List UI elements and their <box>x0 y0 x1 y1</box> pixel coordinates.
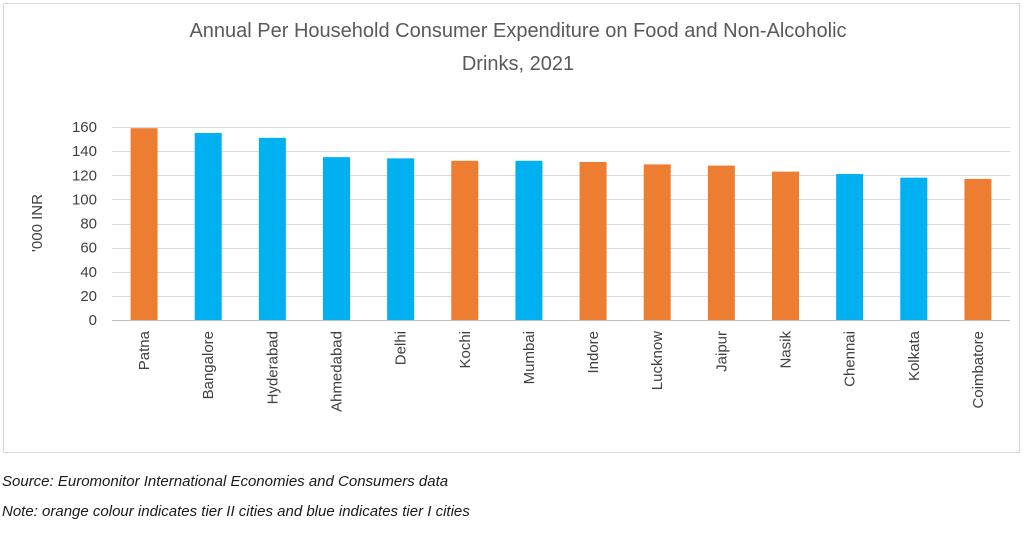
source-footnote: Source: Euromonitor International Econom… <box>2 473 449 490</box>
y-tick-label: 140 <box>72 143 97 160</box>
chart-title-line-1: Annual Per Household Consumer Expenditur… <box>189 20 846 42</box>
x-category-label: Delhi <box>393 331 410 365</box>
x-category-label: Indore <box>585 331 602 374</box>
x-category-label: Hyderabad <box>264 331 281 404</box>
bar-nasik <box>772 171 799 320</box>
x-axis-categories: Patna Bangalore Hyderabad Ahmedabad Delhi Koc… <box>136 330 987 412</box>
y-tick-label: 60 <box>80 240 97 257</box>
x-category-label: Nasik <box>778 331 795 369</box>
y-tick-label: 120 <box>72 167 97 184</box>
x-category-label: Chennai <box>842 331 859 387</box>
chart-title-line-2: Drinks, 2021 <box>462 53 574 75</box>
x-category-label: Patna <box>136 330 153 370</box>
bar-kochi <box>451 160 479 320</box>
y-tick-label: 20 <box>80 288 97 305</box>
bar-indore <box>579 161 607 320</box>
bar-chart: Annual Per Household Consumer Expenditur… <box>29 20 1010 412</box>
bar-jaipur <box>707 165 735 320</box>
x-category-label: Kolkata <box>906 330 923 381</box>
y-tick-label: 100 <box>72 191 97 208</box>
bar-bangalore <box>194 133 222 320</box>
bars <box>130 128 992 320</box>
y-tick-label: 80 <box>80 216 97 233</box>
bar-hyderabad <box>258 137 286 320</box>
bar-kolkata <box>900 177 928 320</box>
y-axis-title: '000 INR <box>29 194 46 252</box>
bar-patna <box>130 128 158 320</box>
bar-coimbatore <box>964 178 992 320</box>
bar-delhi <box>387 158 415 320</box>
gridlines <box>112 127 1010 321</box>
x-category-label: Mumbai <box>521 331 538 384</box>
x-category-label: Kochi <box>457 331 474 369</box>
x-category-label: Coimbatore <box>970 331 987 409</box>
x-category-label: Jaipur <box>713 331 730 372</box>
x-category-label: Ahmedabad <box>329 331 346 412</box>
bar-lucknow <box>643 164 671 320</box>
note-footnote: Note: orange colour indicates tier II ci… <box>2 503 470 520</box>
y-tick-label: 0 <box>89 312 97 329</box>
bar-mumbai <box>515 160 543 320</box>
x-category-label: Lucknow <box>649 331 666 390</box>
bar-ahmedabad <box>323 157 350 320</box>
y-tick-label: 160 <box>72 119 97 136</box>
y-axis-ticks: 0 20 40 60 80 100 120 140 160 <box>72 119 97 329</box>
x-category-label: Bangalore <box>200 331 217 399</box>
bar-chennai <box>836 174 864 320</box>
y-tick-label: 40 <box>80 264 97 281</box>
